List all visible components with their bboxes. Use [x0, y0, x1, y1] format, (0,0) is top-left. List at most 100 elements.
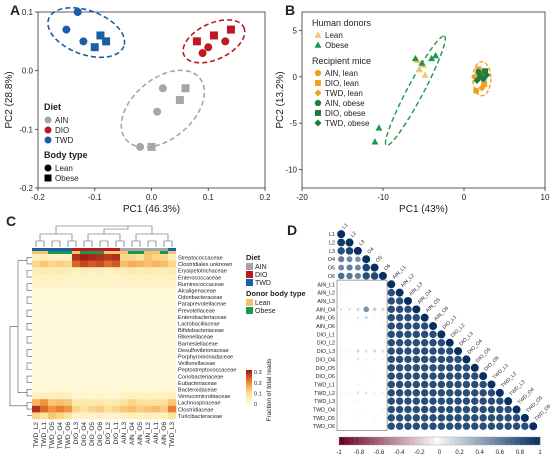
heatmap-cell	[112, 326, 121, 334]
correlation-circle	[356, 307, 360, 311]
legend-swatch-ain	[246, 263, 253, 270]
color-bar-step	[484, 437, 491, 445]
point-circle-dio	[198, 49, 207, 58]
heatmap-cell	[168, 260, 177, 268]
color-bar-step	[384, 437, 390, 445]
color-scale-step	[246, 393, 252, 396]
heatmap-cell	[120, 359, 129, 367]
row-label-d: L1	[329, 232, 335, 238]
correlation-circle	[340, 400, 342, 402]
heatmap-cell	[80, 379, 89, 387]
correlation-circle	[404, 305, 412, 314]
point-circle-ain	[158, 84, 167, 93]
correlation-circle	[357, 292, 359, 294]
y-axis-label-b: PC2 (13.2%)	[275, 71, 286, 128]
row-label-d: DIO_O4	[316, 357, 335, 363]
heatmap-cell	[112, 306, 121, 314]
annotation-body-cell	[48, 251, 56, 254]
heatmap-cell	[128, 353, 137, 360]
correlation-circle	[429, 347, 437, 355]
color-bar-step	[419, 437, 425, 445]
correlation-circle	[382, 325, 384, 327]
annotation-body-cell	[56, 251, 64, 254]
heatmap-cell	[104, 273, 113, 281]
row-label: Odoribacteraceae	[178, 295, 222, 301]
heatmap-cell	[120, 320, 129, 327]
correlation-circle	[437, 389, 446, 397]
point-square-ain	[181, 84, 190, 93]
dendrogram-branch	[147, 240, 157, 247]
correlation-circle	[349, 409, 350, 410]
heatmap-cell	[56, 366, 65, 374]
correlation-circle	[471, 422, 479, 430]
heatmap-cell	[160, 280, 169, 288]
heatmap-cell	[136, 412, 145, 420]
row-label: Porphyromonadaceae	[178, 355, 233, 361]
heatmap-cell	[48, 379, 57, 387]
correlation-circle	[340, 300, 342, 302]
color-scale-tick: 0.2	[254, 381, 262, 387]
legend-label-obese: Obese	[55, 174, 79, 183]
x-tick-label-b: 0	[462, 193, 467, 202]
correlation-circle	[454, 422, 462, 430]
correlation-circle	[420, 313, 429, 322]
correlation-circle	[454, 372, 462, 380]
legend-marker-twd	[44, 136, 52, 144]
heatmap-cell	[144, 320, 153, 327]
heatmap-cell	[120, 405, 129, 413]
correlation-circle	[412, 322, 421, 330]
heatmap-cell	[128, 313, 137, 321]
heatmap-cell	[152, 386, 161, 393]
legend-marker-obese	[44, 174, 52, 182]
heatmap-cell	[64, 267, 73, 275]
heatmap-cell	[64, 405, 73, 413]
heatmap-cell	[96, 372, 105, 380]
heatmap-cell	[56, 346, 65, 354]
correlation-circle	[429, 380, 437, 389]
color-bar-step	[354, 437, 360, 445]
heatmap-cell	[128, 260, 137, 268]
correlation-circle	[374, 400, 375, 402]
correlation-circle	[382, 283, 384, 285]
correlation-circle	[454, 355, 462, 364]
correlation-circle	[365, 342, 367, 344]
annotation-body-cell	[32, 251, 40, 254]
correlation-circle	[412, 313, 421, 322]
heatmap-cell	[32, 287, 41, 294]
heatmap-cell	[112, 280, 121, 288]
correlation-circle	[382, 391, 384, 394]
color-bar-step	[404, 437, 410, 445]
correlation-circle	[446, 414, 454, 422]
heatmap-cell	[96, 260, 105, 268]
row-label-d: O4	[328, 257, 335, 263]
correlation-circle	[470, 363, 479, 372]
heatmap-cell	[160, 346, 169, 354]
heatmap-cell	[160, 339, 169, 347]
correlation-circle	[349, 300, 350, 302]
heatmap-cell	[56, 313, 65, 321]
point-square-dio	[226, 25, 235, 34]
annotation-diet-cell	[72, 248, 80, 251]
heatmap-cell	[40, 293, 49, 301]
heatmap-cell	[32, 254, 41, 261]
correlation-circle	[471, 405, 479, 414]
heatmap-cell	[32, 320, 41, 327]
correlation-circle	[348, 308, 351, 311]
heatmap-cell	[136, 333, 145, 341]
annotation-diet-cell	[80, 248, 88, 251]
row-label-d: TWD_L1	[314, 382, 335, 388]
annotation-diet-cell	[96, 248, 104, 251]
annotation-body-cell	[168, 251, 176, 254]
heatmap-cell	[136, 254, 145, 261]
heatmap-cell	[32, 372, 41, 380]
row-label: Enterococcaceae	[178, 275, 221, 281]
heatmap-cell	[112, 287, 121, 294]
correlation-circle	[404, 355, 412, 364]
correlation-circle	[349, 325, 350, 327]
row-dendrogram-branch	[26, 323, 32, 331]
color-bar-step	[409, 437, 415, 445]
heatmap-cell	[128, 366, 137, 374]
heatmap-cell	[152, 300, 161, 308]
correlation-circle	[471, 380, 479, 389]
correlation-circle	[374, 300, 375, 302]
